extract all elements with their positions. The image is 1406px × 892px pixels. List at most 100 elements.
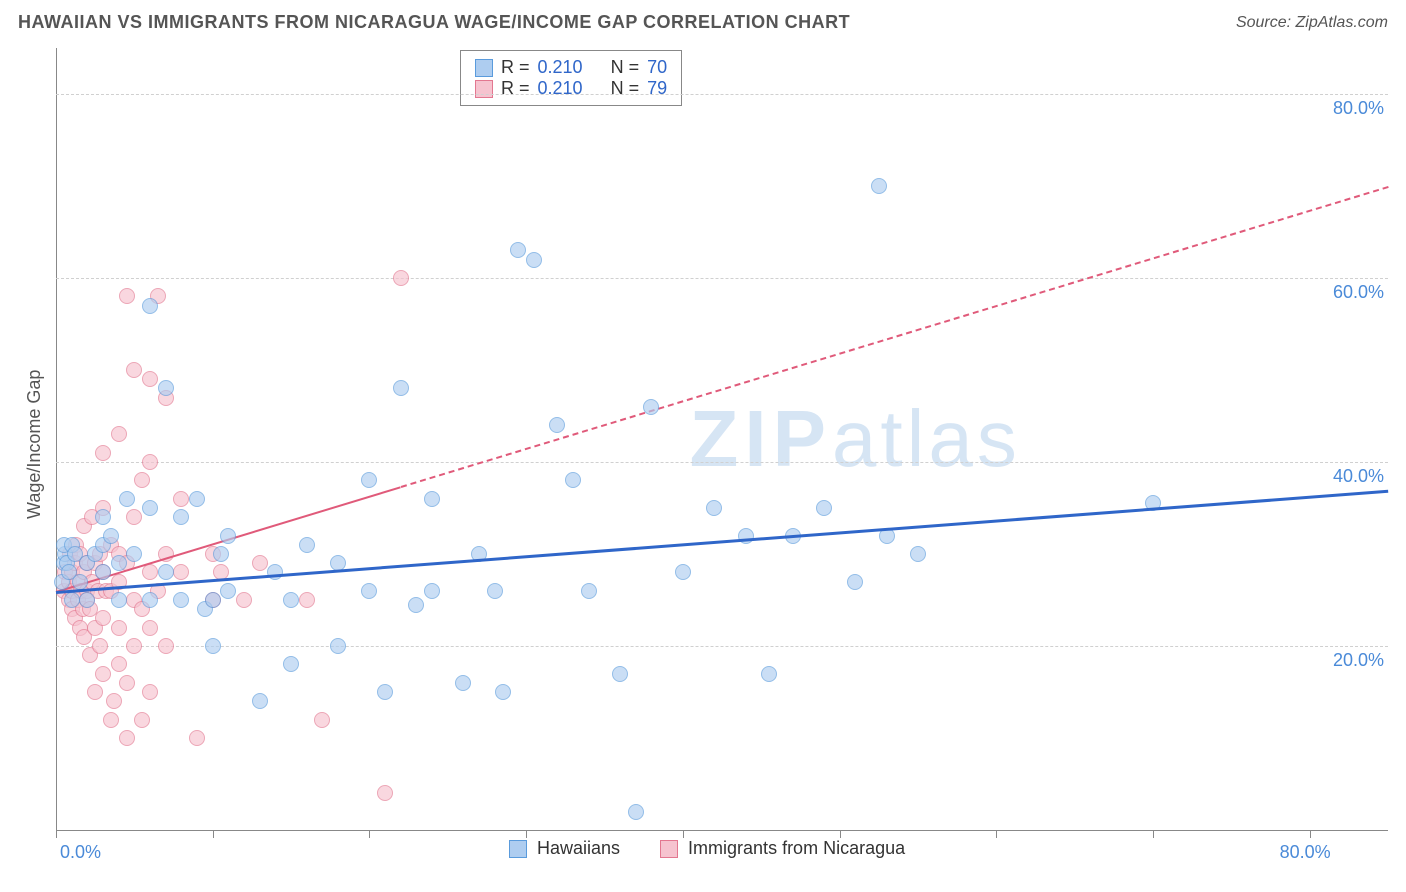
n-label: N = (611, 57, 640, 78)
xtick (56, 830, 57, 838)
point-nicaragua (142, 684, 158, 700)
point-hawaiians (142, 298, 158, 314)
point-hawaiians (487, 583, 503, 599)
point-nicaragua (87, 684, 103, 700)
point-hawaiians (142, 592, 158, 608)
point-hawaiians (330, 638, 346, 654)
stats-legend-row: R =0.210N =70 (475, 57, 667, 78)
n-label: N = (611, 78, 640, 99)
point-hawaiians (393, 380, 409, 396)
point-nicaragua (314, 712, 330, 728)
point-nicaragua (173, 491, 189, 507)
point-hawaiians (377, 684, 393, 700)
legend-swatch (660, 840, 678, 858)
gridline (56, 278, 1388, 279)
point-hawaiians (299, 537, 315, 553)
xtick (369, 830, 370, 838)
series-legend: HawaiiansImmigrants from Nicaragua (509, 838, 935, 859)
point-hawaiians (173, 509, 189, 525)
point-hawaiians (581, 583, 597, 599)
point-nicaragua (106, 693, 122, 709)
point-hawaiians (408, 597, 424, 613)
point-nicaragua (189, 730, 205, 746)
point-hawaiians (910, 546, 926, 562)
point-nicaragua (126, 638, 142, 654)
point-hawaiians (267, 564, 283, 580)
point-hawaiians (455, 675, 471, 691)
point-hawaiians (252, 693, 268, 709)
point-nicaragua (158, 638, 174, 654)
point-hawaiians (565, 472, 581, 488)
gridline (56, 94, 1388, 95)
point-nicaragua (111, 426, 127, 442)
point-hawaiians (189, 491, 205, 507)
xtick (213, 830, 214, 838)
legend-swatch (509, 840, 527, 858)
point-hawaiians (675, 564, 691, 580)
point-hawaiians (526, 252, 542, 268)
point-nicaragua (119, 675, 135, 691)
point-hawaiians (361, 472, 377, 488)
point-nicaragua (92, 638, 108, 654)
axis-bottom (56, 830, 1388, 831)
gridline (56, 462, 1388, 463)
stats-legend: R = 0.210 N = 70R = 0.210 N = 79 (460, 50, 682, 106)
n-value: 79 (647, 78, 667, 99)
point-nicaragua (142, 620, 158, 636)
point-nicaragua (119, 288, 135, 304)
point-nicaragua (236, 592, 252, 608)
point-hawaiians (871, 178, 887, 194)
point-nicaragua (126, 362, 142, 378)
legend-label: Hawaiians (537, 838, 620, 859)
point-nicaragua (393, 270, 409, 286)
point-hawaiians (847, 574, 863, 590)
point-hawaiians (495, 684, 511, 700)
point-nicaragua (142, 371, 158, 387)
n-value: 70 (647, 57, 667, 78)
point-hawaiians (283, 656, 299, 672)
ytick-label: 80.0% (1318, 98, 1384, 119)
point-nicaragua (95, 610, 111, 626)
point-nicaragua (299, 592, 315, 608)
ytick-label: 20.0% (1318, 650, 1384, 671)
point-nicaragua (111, 656, 127, 672)
point-hawaiians (95, 509, 111, 525)
point-nicaragua (142, 564, 158, 580)
point-hawaiians (220, 528, 236, 544)
point-hawaiians (79, 592, 95, 608)
point-nicaragua (173, 564, 189, 580)
point-hawaiians (283, 592, 299, 608)
plot-area (56, 48, 1388, 830)
point-nicaragua (103, 712, 119, 728)
r-value: 0.210 (538, 57, 583, 78)
point-nicaragua (142, 454, 158, 470)
point-hawaiians (158, 380, 174, 396)
gridline (56, 646, 1388, 647)
point-hawaiians (126, 546, 142, 562)
r-label: R = (501, 78, 530, 99)
xtick (683, 830, 684, 838)
point-hawaiians (205, 638, 221, 654)
point-hawaiians (549, 417, 565, 433)
chart-title: HAWAIIAN VS IMMIGRANTS FROM NICARAGUA WA… (18, 12, 850, 33)
point-hawaiians (816, 500, 832, 516)
point-hawaiians (220, 583, 236, 599)
point-hawaiians (424, 491, 440, 507)
point-hawaiians (205, 592, 221, 608)
point-hawaiians (761, 666, 777, 682)
stats-legend-row: R = 0.210 N = 79 (475, 78, 667, 99)
point-hawaiians (111, 555, 127, 571)
r-value: 0.210 (538, 78, 583, 99)
point-hawaiians (424, 583, 440, 599)
xtick (526, 830, 527, 838)
xtick (840, 830, 841, 838)
point-nicaragua (111, 620, 127, 636)
point-hawaiians (628, 804, 644, 820)
point-hawaiians (361, 583, 377, 599)
xtick (996, 830, 997, 838)
xtick (1153, 830, 1154, 838)
point-hawaiians (213, 546, 229, 562)
point-nicaragua (126, 509, 142, 525)
source-label: Source: ZipAtlas.com (1236, 14, 1388, 32)
xtick-label-max: 80.0% (1280, 842, 1331, 863)
